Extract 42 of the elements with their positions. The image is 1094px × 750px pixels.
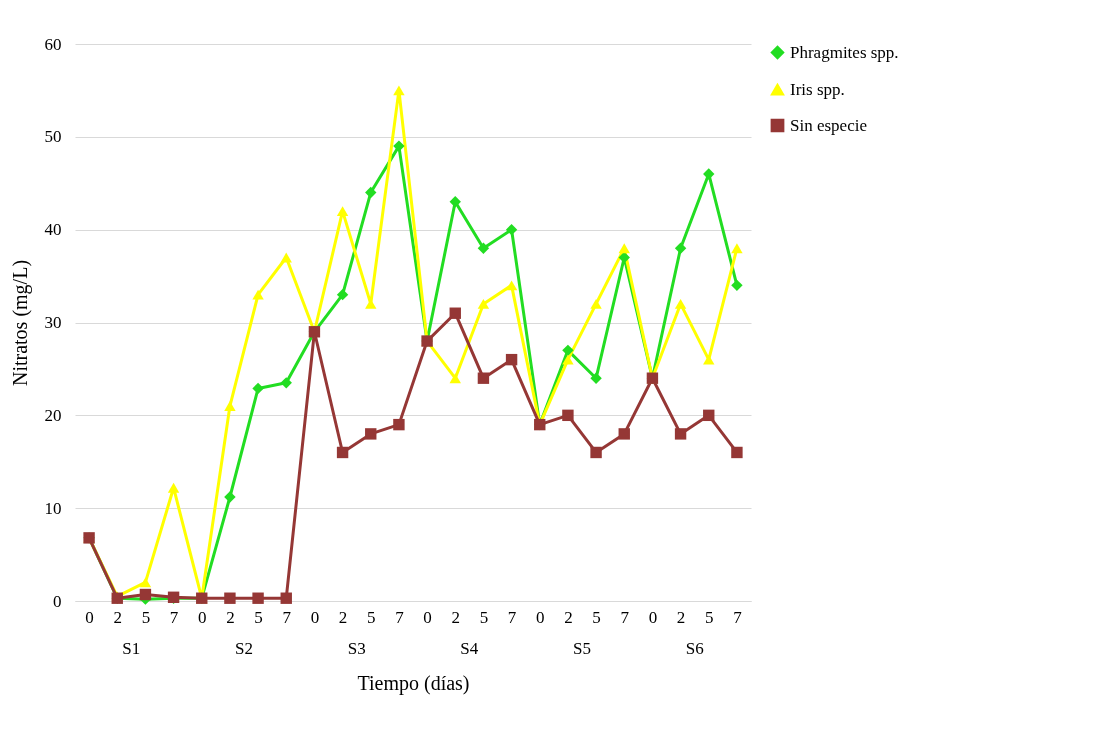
text: S5 — [573, 639, 591, 658]
x-tick-label: 0 — [423, 607, 432, 627]
y-tick-label: 40 — [44, 220, 62, 240]
y-tick-label: 20 — [44, 405, 62, 425]
legend-label: Phragmites spp. — [790, 42, 899, 62]
x-tick-label: 0 — [310, 607, 320, 627]
x-tick-label: 5 — [705, 607, 714, 627]
x-tick-label: 7 — [620, 607, 630, 627]
text: S1 — [122, 639, 141, 658]
x-tick-label: 2 — [113, 607, 122, 627]
x-tick-label: 5 — [479, 607, 489, 627]
x-tick-label: 5 — [592, 607, 601, 627]
text: S4 — [460, 639, 479, 658]
x-tick-label: 2 — [564, 607, 573, 627]
y-tick-label: 30 — [44, 313, 62, 332]
y-tick-label: 60 — [44, 34, 62, 54]
y-tick-label: 10 — [44, 498, 62, 518]
x-tick-label: 5 — [141, 607, 151, 627]
x-tick-label: 7 — [733, 607, 743, 627]
x-tick-label: 0 — [85, 607, 94, 627]
y-tick-label: 0 — [53, 591, 62, 611]
x-tick-label: 5 — [367, 607, 376, 627]
x-tick-label: 2 — [226, 607, 235, 627]
x-tick-label: 2 — [451, 607, 460, 627]
text: S6 — [685, 639, 704, 658]
x-tick-label: 5 — [254, 607, 263, 627]
x-tick-label: 2 — [676, 607, 686, 627]
x-tick-label: 7 — [395, 607, 405, 627]
legend-label: Sin especie — [790, 115, 867, 135]
legend-label: Iris spp. — [790, 79, 845, 99]
x-tick-label: 0 — [648, 607, 658, 627]
x-tick-label: 7 — [169, 607, 179, 627]
x-tick-label: 7 — [507, 607, 517, 627]
text: S2 — [235, 639, 253, 658]
x-tick-label: 0 — [536, 607, 545, 627]
x-tick-label: 2 — [338, 607, 348, 627]
y-tick-label: 50 — [44, 127, 62, 147]
x-tick-label: 7 — [282, 607, 292, 627]
x-axis-title: Tiempo (días) — [357, 671, 470, 695]
x-tick-label: 0 — [198, 607, 207, 627]
y-axis-title: Nitratos (mg/L) — [8, 259, 32, 387]
text: S3 — [347, 639, 366, 658]
